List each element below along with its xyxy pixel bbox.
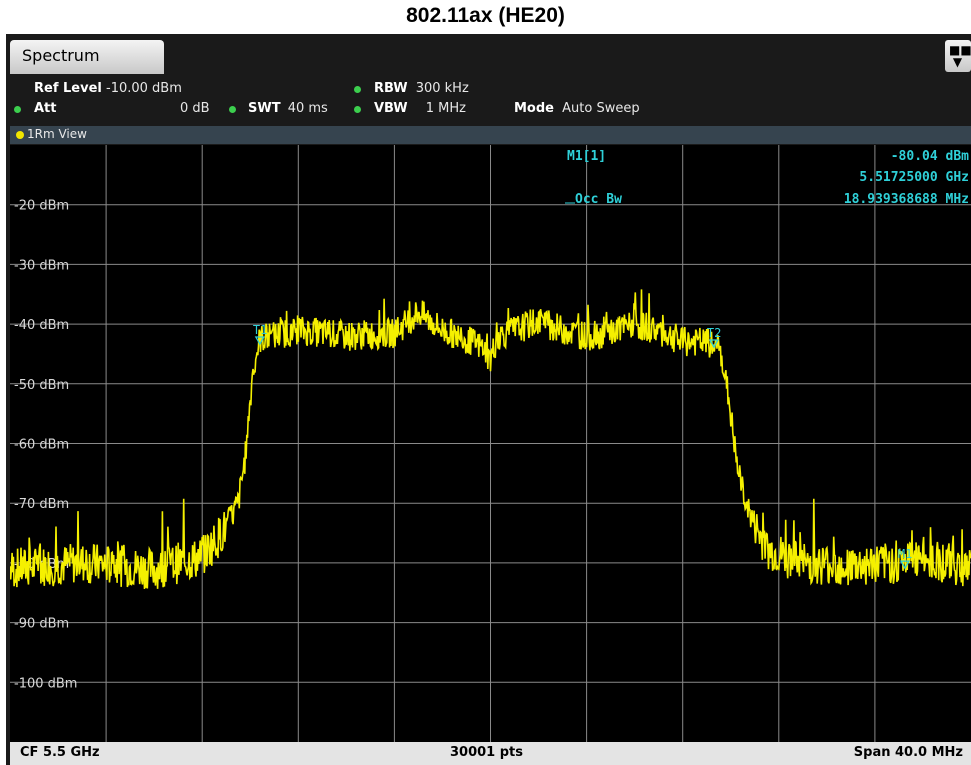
- rbw-label: RBW: [374, 81, 408, 96]
- rbw-setting: RBW 300 kHz: [374, 81, 469, 96]
- rbw-indicator-icon: [354, 86, 361, 93]
- spectrum-trace: [9, 289, 971, 590]
- vbw-label: VBW: [374, 101, 408, 116]
- spectrum-chart: -20 dBm -30 dBm -40 dBm -50 dBm -60 dBm -70 d…: [9, 145, 971, 742]
- swt-indicator-icon: [229, 106, 236, 113]
- sweep-points: 30001 pts: [450, 745, 524, 760]
- marker-m1-frequency: 5.51725000 GHz: [859, 170, 969, 185]
- att-indicator-icon: [14, 106, 21, 113]
- menu-dots-icon: ■■■ ▼: [949, 43, 971, 69]
- vbw-value: 1 MHz: [425, 101, 466, 116]
- y-tick-label: -90 dBm: [14, 617, 69, 632]
- marker-m1-tag: M1: [898, 547, 912, 561]
- att-value: 0 dB: [180, 101, 210, 116]
- figure-title: 802.11ax (HE20): [406, 4, 565, 27]
- tab-spectrum-label: Spectrum: [22, 46, 100, 65]
- marker-m1-icon: [899, 560, 911, 570]
- swt-label: SWT: [248, 101, 281, 116]
- trace-view-bar: [10, 126, 971, 144]
- swt-setting: SWT 40 ms: [248, 101, 328, 116]
- mode-label: Mode: [514, 101, 554, 116]
- occupied-bandwidth-label: Occ Bw: [575, 192, 622, 207]
- y-tick-label: -30 dBm: [14, 258, 69, 273]
- att-label: Att: [34, 101, 57, 116]
- ref-level-label: Ref Level: [34, 81, 102, 96]
- marker-t1-icon: [254, 336, 265, 346]
- y-tick-label: -50 dBm: [14, 378, 69, 393]
- y-tick-label: -70 dBm: [14, 497, 69, 512]
- vbw-setting: VBW 1 MHz: [374, 101, 466, 116]
- mode-value: Auto Sweep: [562, 101, 640, 116]
- y-tick-label: -40 dBm: [14, 318, 69, 333]
- trace-view-label: 1Rm View: [27, 127, 87, 141]
- occupied-bandwidth-value: 18.939368688 MHz: [843, 192, 969, 207]
- vbw-indicator-icon: [354, 106, 361, 113]
- att-setting: Att: [34, 101, 57, 116]
- y-tick-label: -60 dBm: [14, 438, 69, 453]
- spectrum-plot[interactable]: -20 dBm -30 dBm -40 dBm -50 dBm -60 dBm -70 d…: [9, 145, 971, 742]
- ref-level-setting: Ref Level -10.00 dBm: [34, 81, 182, 96]
- status-footer: [10, 742, 971, 765]
- marker-t2-tag: T2: [707, 326, 721, 340]
- trace-indicator-icon: [16, 131, 24, 139]
- marker-m1-label: M1[1]: [567, 149, 607, 164]
- tab-spectrum[interactable]: Spectrum: [10, 40, 164, 74]
- mode-setting: Mode Auto Sweep: [514, 101, 640, 116]
- marker-t1-tag: T1: [253, 323, 267, 337]
- overflow-menu-button[interactable]: ■■■ ▼: [945, 40, 971, 72]
- frequency-span: Span 40.0 MHz: [853, 745, 963, 760]
- y-tick-label: -20 dBm: [14, 199, 69, 214]
- center-frequency: CF 5.5 GHz: [20, 745, 100, 760]
- rbw-value: 300 kHz: [415, 81, 469, 96]
- marker-t2-icon: [708, 339, 720, 349]
- y-tick-label: -100 dBm: [14, 676, 77, 691]
- marker-m1-level: -80.04 dBm: [890, 149, 969, 164]
- ref-level-value: -10.00 dBm: [106, 81, 182, 96]
- swt-value: 40 ms: [287, 101, 328, 116]
